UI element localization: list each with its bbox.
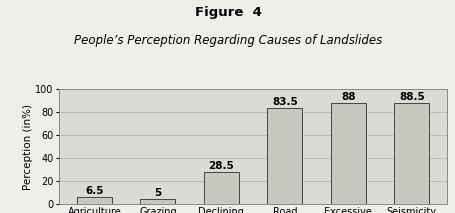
- Text: 5: 5: [154, 188, 161, 198]
- Bar: [267, 108, 302, 204]
- Text: 6.5: 6.5: [85, 186, 103, 196]
- Text: People’s Perception Regarding Causes of Landslides: People’s Perception Regarding Causes of …: [74, 34, 381, 47]
- Text: 28.5: 28.5: [208, 161, 234, 171]
- Text: 88.5: 88.5: [398, 92, 424, 102]
- Bar: [394, 103, 428, 204]
- Bar: [203, 172, 238, 204]
- Y-axis label: Perception (in%): Perception (in%): [22, 104, 32, 190]
- Text: 88: 88: [340, 92, 355, 102]
- Bar: [330, 103, 365, 204]
- Text: Figure  4: Figure 4: [194, 6, 261, 19]
- Bar: [140, 199, 175, 204]
- Bar: [77, 197, 111, 204]
- Text: 83.5: 83.5: [271, 97, 297, 107]
